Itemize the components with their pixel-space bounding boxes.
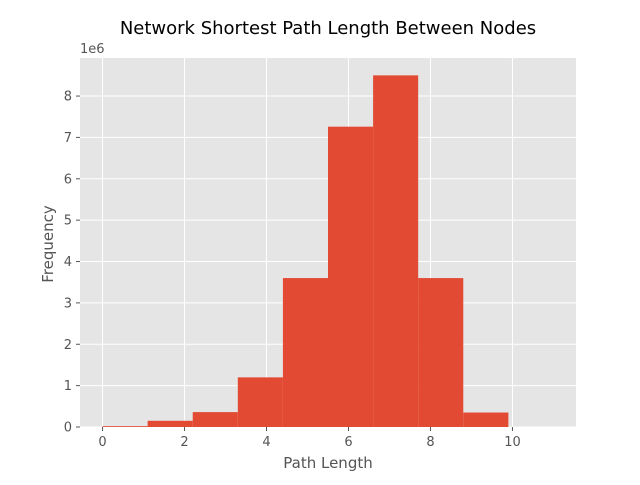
histogram-bar [373, 75, 419, 427]
axis-ticks: 0 2 4 6 8 10 0 1 2 3 4 5 6 7 8 [64, 90, 521, 450]
x-tick-label: 2 [180, 435, 188, 450]
y-tick-label: 8 [64, 90, 72, 105]
histogram-bars [102, 75, 509, 427]
x-tick-label: 10 [504, 435, 521, 450]
y-tick-label: 2 [64, 338, 72, 353]
histogram-bar [147, 420, 193, 427]
y-offset-label: 1e6 [80, 42, 105, 57]
x-tick-label: 6 [344, 435, 352, 450]
x-tick-label: 4 [262, 435, 270, 450]
y-tick-label: 1 [64, 379, 72, 394]
histogram-bar [102, 426, 148, 427]
y-tick-label: 7 [64, 131, 72, 146]
histogram-bar [237, 377, 283, 427]
y-tick-label: 5 [64, 214, 72, 229]
histogram-bar [463, 412, 509, 427]
histogram-bar [418, 278, 464, 427]
y-tick-label: 3 [64, 296, 72, 311]
y-tick-label: 0 [64, 421, 72, 436]
histogram-bar [328, 126, 374, 427]
x-tick-label: 0 [98, 435, 106, 450]
histogram-bar [192, 412, 238, 427]
y-tick-label: 4 [64, 255, 72, 270]
x-tick-label: 8 [426, 435, 434, 450]
histogram-bar [282, 278, 328, 427]
chart-title: Network Shortest Path Length Between Nod… [120, 18, 536, 39]
x-axis-label: Path Length [283, 454, 372, 472]
y-axis-label: Frequency [39, 205, 57, 283]
y-tick-label: 6 [64, 172, 72, 187]
